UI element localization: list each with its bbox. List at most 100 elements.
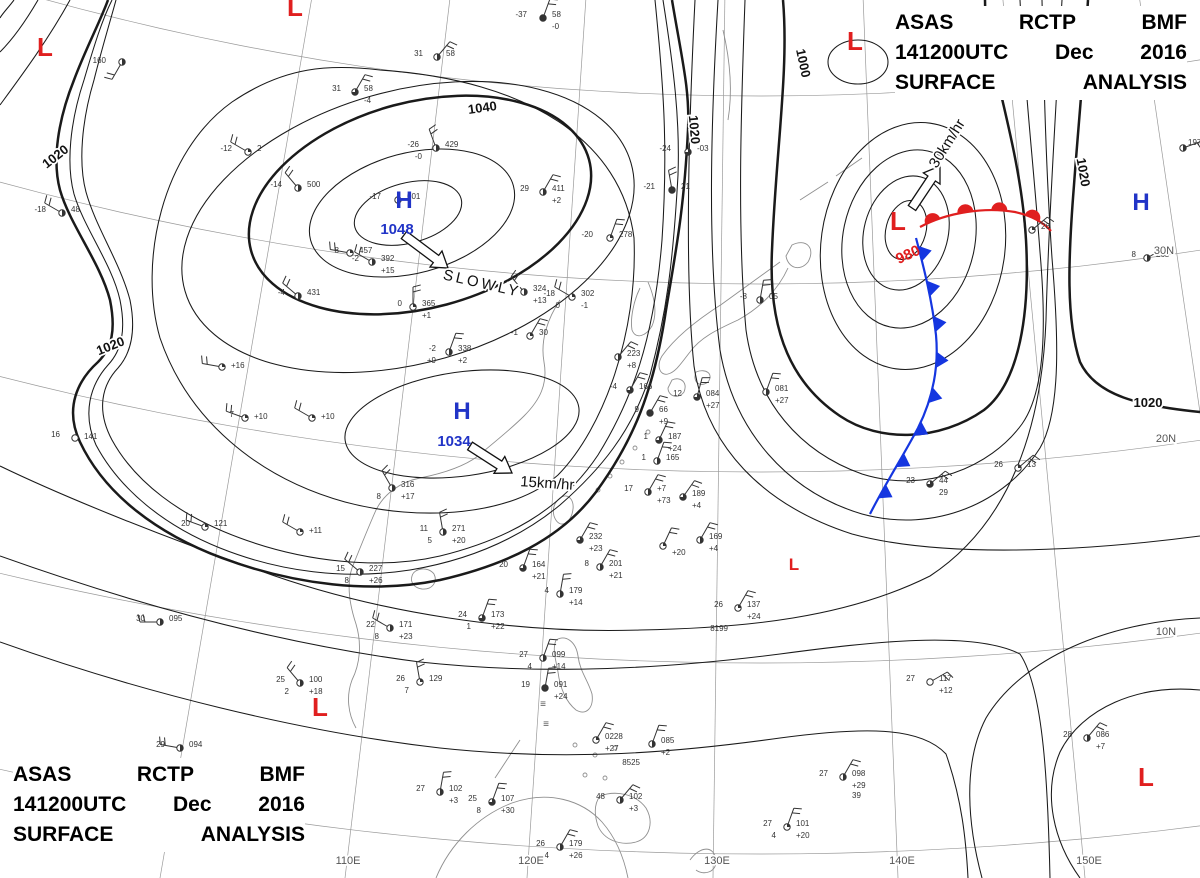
svg-text:+9: +9 [427,356,437,365]
coastline [494,739,521,779]
station-plot: 26 129 7 [396,658,443,695]
cloud-cover [524,288,528,296]
wind-barb-tick [663,441,672,444]
wind-barb-tick [44,195,48,204]
wind-barb-tick [497,787,506,790]
island [572,742,578,748]
svg-text:+2: +2 [458,356,468,365]
low-center-symbol: L [847,26,863,56]
grid-label: 150E [1076,855,1102,867]
grid-label: 10N [1156,626,1176,638]
wind-barb-tick [671,527,680,530]
svg-text:141: 141 [84,432,98,441]
wind-barb-tick [792,812,801,815]
station-plot: 197 [1179,138,1200,152]
cloud-cover [390,624,394,632]
svg-text:227: 227 [369,564,383,573]
svg-text:+9: +9 [659,417,669,426]
wind-barb-tick [691,131,700,133]
wind-barb-tick [539,318,548,322]
svg-text:44: 44 [939,476,948,485]
svg-text:+23: +23 [399,632,413,641]
grid-label: 130E [704,855,730,867]
wind-barb-tick [442,776,451,778]
svg-text:137: 137 [747,600,761,609]
isobar-label: 1020 [1134,395,1163,410]
svg-text:4: 4 [528,662,533,671]
svg-text:169: 169 [709,532,723,541]
wind-barb-tick [603,726,612,730]
wind-barb-tick [548,643,557,646]
station-plot: 169+4 [696,522,723,553]
svg-text:≡: ≡ [540,699,546,710]
parallel-line [0,572,1200,664]
wind-barb-tick [282,514,286,523]
wind-barb-tick [358,246,362,255]
cloud-cover [437,53,441,61]
grid-label: 140E [889,855,915,867]
svg-text:+24: +24 [554,692,568,701]
svg-text:187: 187 [668,432,682,441]
station-plot: -4 431 [278,275,321,300]
cloud-cover [610,234,614,238]
isobar-line [0,555,1051,878]
station-plot: -37 58 -0 [515,0,561,31]
title-word: BMF [259,763,306,786]
svg-text:20: 20 [499,560,508,569]
svg-text:100: 100 [309,675,323,684]
wind-barb-tick [376,612,380,621]
motion-label: SLOWLY [441,266,522,300]
wind-barb-tick [667,421,676,424]
station-circle [71,434,79,442]
svg-text:25: 25 [468,794,477,803]
svg-text:-8: -8 [740,292,748,301]
station-plot: -17 601 [369,192,421,204]
cloud-cover [413,303,417,307]
svg-text:189: 189 [692,489,706,498]
wind-barb-tick [630,341,639,346]
cloud-cover [62,209,66,217]
coastline [694,370,711,385]
svg-text:500: 500 [307,180,321,189]
title-line: ASAS RCTP BMF [895,8,1187,38]
cloud-cover [205,523,209,527]
wind-barb-tick [286,516,290,525]
cloud-cover [122,58,126,66]
svg-text:24: 24 [458,610,467,619]
station-circle [926,678,934,686]
svg-text:099: 099 [552,650,566,659]
wind-barb-tick [569,829,578,833]
wind-barb-tick [348,554,353,563]
svg-text:+10: +10 [321,412,335,421]
title-word: 141200UTC [13,793,127,816]
station-plot: -14 500 [270,165,321,192]
station-plot: 9 66 +9 [635,395,669,426]
svg-text:+4: +4 [692,501,702,510]
wind-barb-tick [344,551,349,560]
island [612,745,618,751]
wind-barb-tick [137,614,141,623]
wind-barb-tick [655,478,664,482]
svg-text:58: 58 [364,84,373,93]
svg-text:8199: 8199 [710,624,728,633]
station-plot: 25 100 +18 2 [276,660,323,696]
svg-text:+4: +4 [709,544,719,553]
station-plot: 30 095 [136,614,183,626]
wind-barb-tick [230,134,234,143]
coastline [658,261,789,375]
svg-text:085: 085 [661,736,675,745]
svg-text:4: 4 [772,831,777,840]
isobar-line [69,0,679,575]
cloud-cover [684,148,692,156]
wind-barb-tick [381,464,389,472]
cloud-cover [693,393,701,401]
warm-front-semicircle [1025,209,1041,221]
svg-text:4: 4 [545,851,550,860]
station-plot: -18 48 [34,195,80,217]
wind-barb-tick [372,610,376,619]
svg-text:4: 4 [545,586,550,595]
svg-text:429: 429 [445,140,459,149]
svg-text:179: 179 [569,839,583,848]
movement-arrow [400,230,449,269]
svg-text:302: 302 [581,289,595,298]
